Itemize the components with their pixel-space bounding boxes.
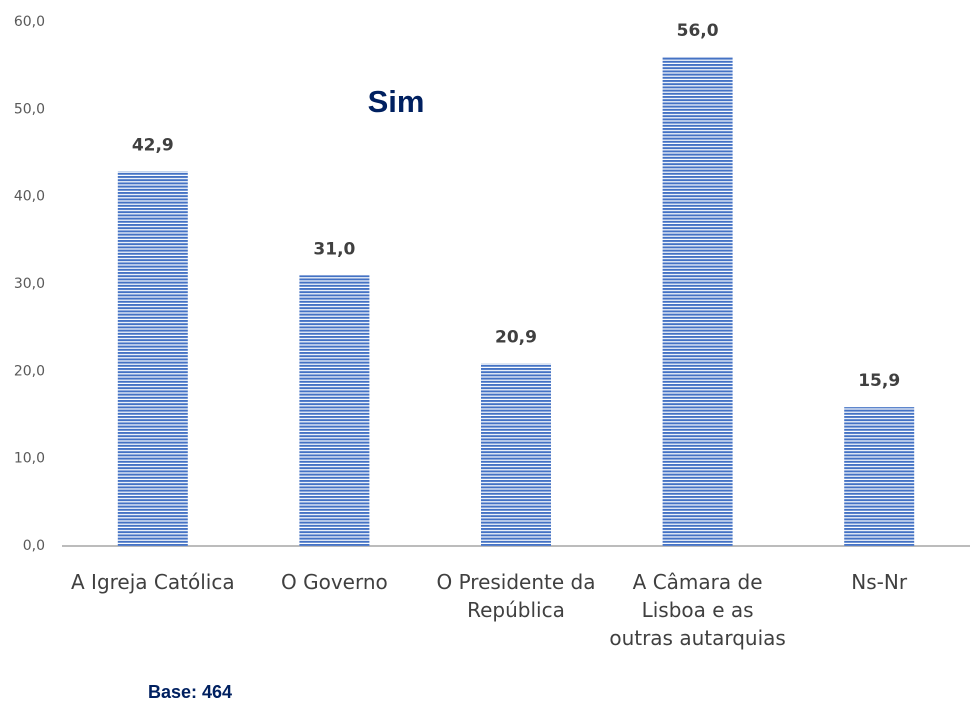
data-label: 56,0 bbox=[677, 21, 719, 41]
y-tick-label: 0,0 bbox=[23, 538, 45, 554]
x-tick-label: Ns-Nr bbox=[851, 570, 908, 594]
data-label: 42,9 bbox=[132, 135, 174, 155]
data-label: 20,9 bbox=[495, 327, 537, 347]
bar bbox=[844, 407, 915, 546]
bar bbox=[481, 363, 551, 546]
x-tick-label: A Igreja Católica bbox=[71, 570, 235, 594]
data-label: 31,0 bbox=[313, 239, 355, 259]
bar bbox=[117, 171, 188, 546]
chart-title: Sim bbox=[368, 84, 425, 119]
y-tick-label: 40,0 bbox=[14, 189, 45, 205]
y-tick-label: 60,0 bbox=[14, 14, 45, 30]
y-tick-label: 20,0 bbox=[14, 363, 45, 379]
bar bbox=[662, 56, 733, 546]
bar bbox=[299, 275, 370, 546]
y-tick-label: 50,0 bbox=[14, 101, 45, 117]
x-tick-label: O Presidente da República bbox=[436, 570, 596, 622]
annotation: Base: 464 bbox=[148, 682, 232, 702]
data-label: 15,9 bbox=[858, 371, 900, 391]
y-tick-label: 10,0 bbox=[14, 451, 45, 467]
x-tick-label: O Governo bbox=[281, 570, 388, 594]
y-tick-label: 30,0 bbox=[14, 276, 45, 292]
x-tick-label: A Câmara de Lisboa e as outras autarquia… bbox=[609, 570, 786, 650]
